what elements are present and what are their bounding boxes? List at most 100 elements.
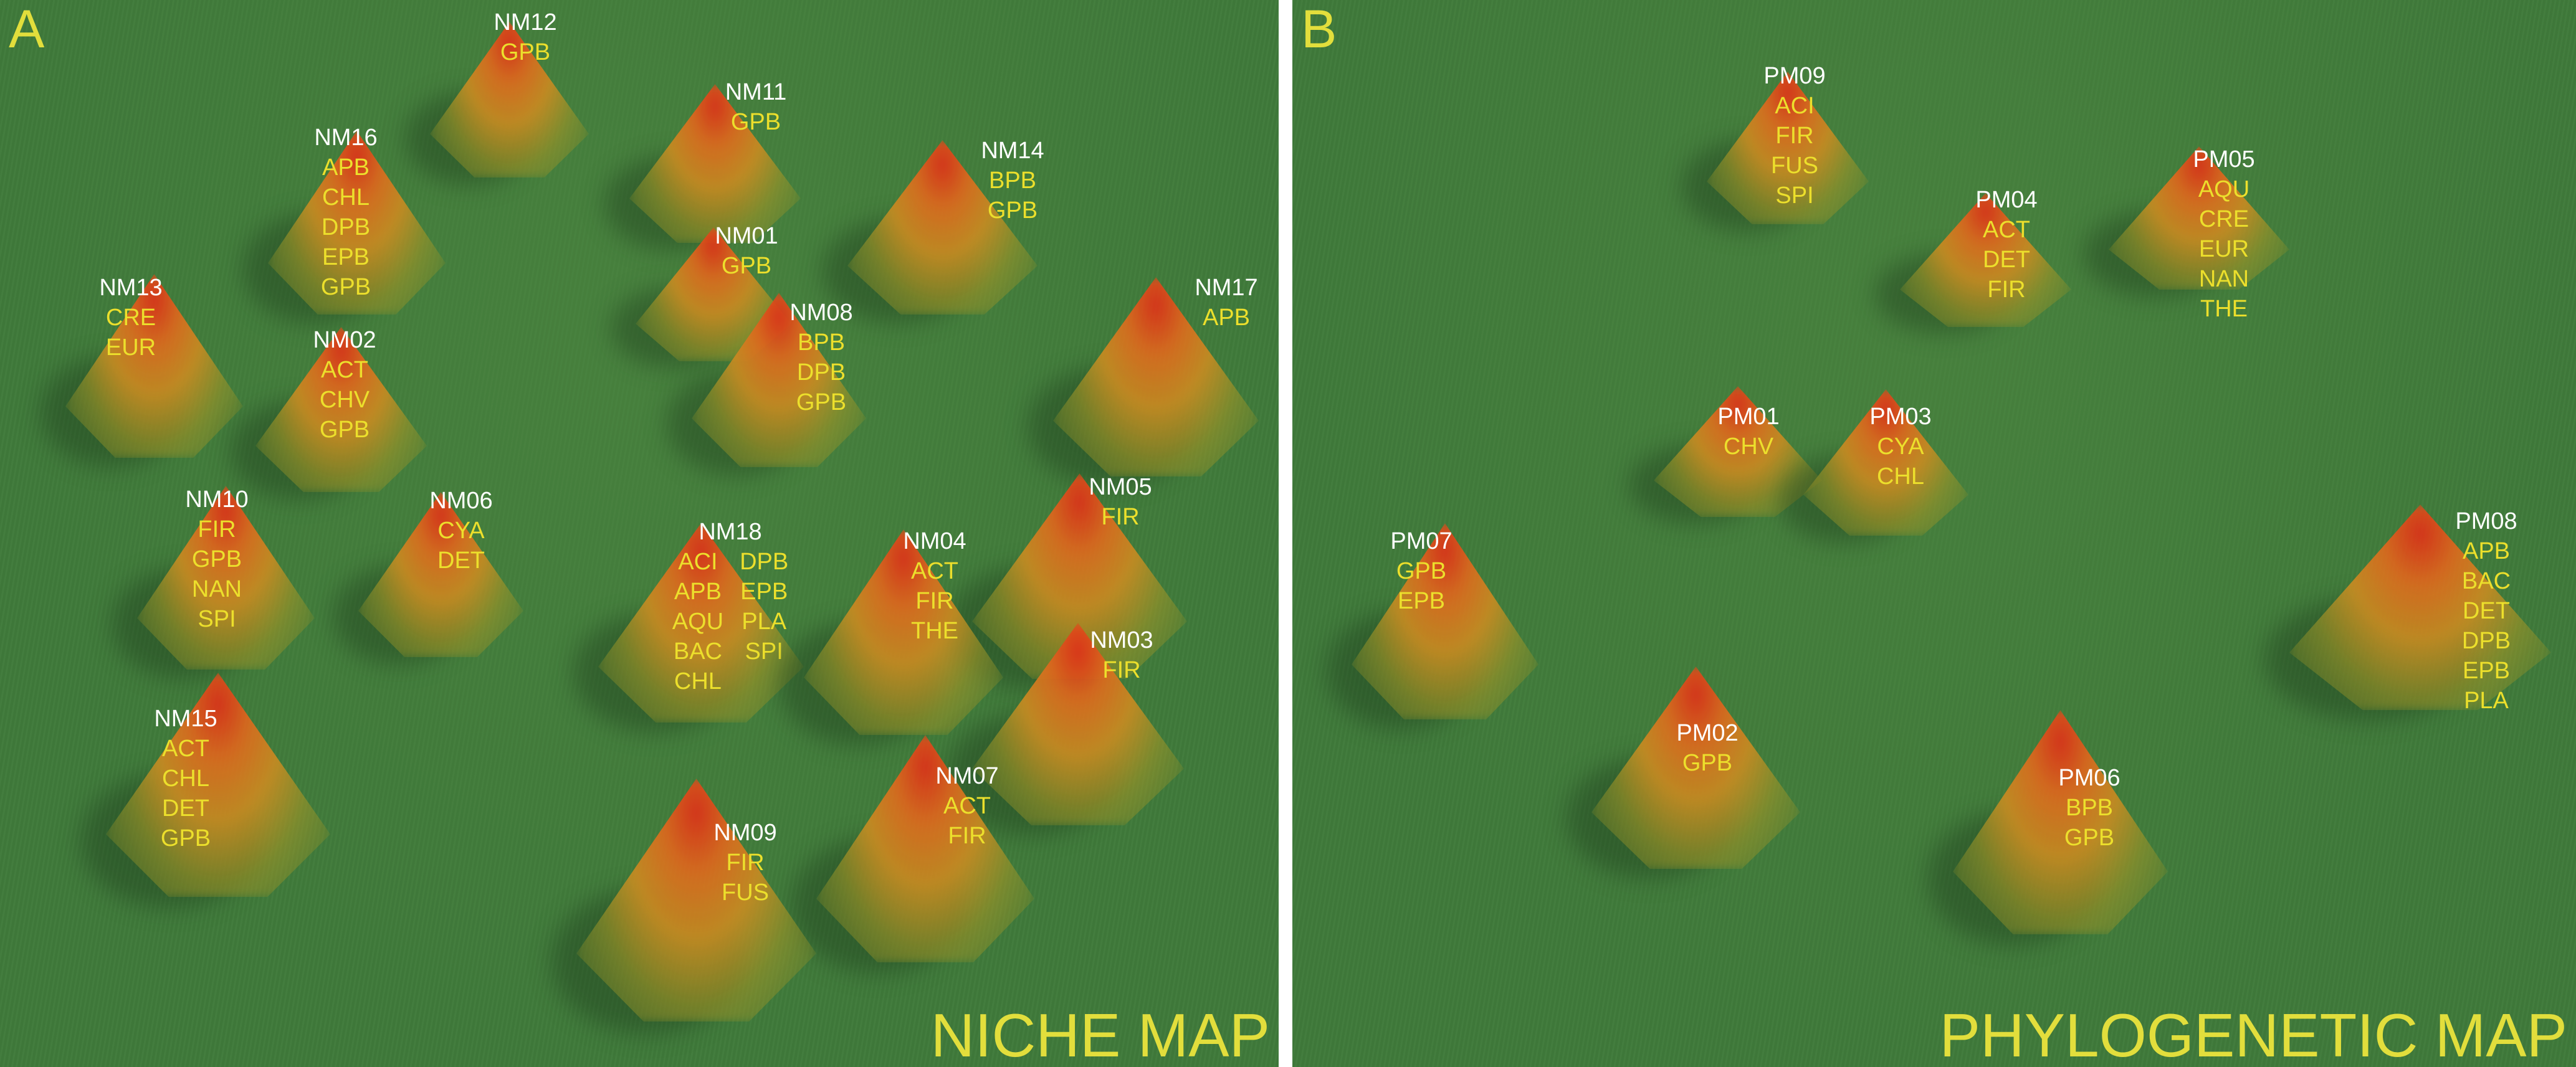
nm-nm13-code-1: EUR	[105, 334, 156, 361]
pm-pm03-code-1: CHL	[1876, 463, 1925, 490]
nm-nm18-label: NM18 ACI APB AQU BAC CHL DPB EPB PLA SPI	[672, 517, 789, 696]
nm-nm15-code-2: DET	[162, 795, 209, 822]
pm-pm08-name: PM08	[2455, 508, 2517, 534]
nm-nm18-code-a2: AQU	[672, 609, 724, 635]
nm-nm08-name: NM08	[789, 300, 853, 326]
nm-nm07-name: NM07	[935, 763, 999, 789]
pm-pm05-name: PM05	[2193, 146, 2255, 173]
pm-pm08-code-2: DET	[2463, 598, 2510, 624]
pm-pm09-code-1: FIR	[1775, 123, 1814, 149]
pm-pm04-code-1: DET	[1983, 247, 2030, 273]
pm-pm01-code-0: CHV	[1723, 434, 1774, 460]
nm-nm10-code-1: GPB	[191, 546, 242, 572]
nm-nm03-name: NM03	[1090, 627, 1153, 653]
nm-nm12-code-0: GPB	[500, 39, 551, 65]
nm-nm15-code-1: CHL	[161, 766, 210, 792]
nm-nm18-code-b3: SPI	[745, 638, 783, 665]
nm-nm01-label: NM01 GPB	[715, 221, 778, 281]
nm-nm16-code-2: DPB	[321, 214, 371, 240]
pm-pm07-code-1: EPB	[1397, 588, 1446, 614]
pm-pm02-label: PM02 GPB	[1676, 718, 1738, 778]
nm-nm05-name: NM05	[1089, 474, 1152, 500]
pm-pm05-code-1: CRE	[2198, 206, 2249, 232]
nm-nm10-code-0: FIR	[198, 516, 236, 543]
nm-nm03-label: NM03 FIR	[1090, 625, 1153, 685]
nm-nm02-label: NM02 ACT CHV GPB	[313, 325, 376, 445]
nm-nm05-label: NM05 FIR	[1089, 472, 1152, 532]
nm-nm08-code-2: GPB	[796, 389, 847, 415]
pm-pm04-label: PM04 ACT DET FIR	[1975, 185, 2037, 305]
nm-nm02-code-2: GPB	[319, 417, 370, 443]
nm-nm11-label: NM11 GPB	[725, 77, 787, 137]
nm-nm11-name: NM11	[725, 79, 787, 105]
nm-nm04-code-0: ACT	[911, 558, 958, 584]
nm-nm04-label: NM04 ACT FIR THE	[903, 526, 966, 646]
nm-nm10-code-2: NAN	[191, 576, 242, 602]
pm-pm06-label: PM06 BPB GPB	[2058, 763, 2120, 853]
nm-nm10-code-3: SPI	[198, 606, 236, 632]
nm-nm18-code-a0: ACI	[678, 549, 718, 575]
pm-pm07-label: PM07 GPB EPB	[1390, 526, 1452, 616]
pm-pm08-code-1: BAC	[2461, 568, 2511, 594]
nm-nm08-code-1: DPB	[796, 359, 846, 386]
pm-pm09-code-2: FUS	[1771, 153, 1818, 179]
pm-pm09-name: PM09	[1763, 63, 1826, 89]
nm-nm07-code-1: FIR	[948, 823, 986, 849]
nm-nm15-code-0: ACT	[162, 736, 209, 762]
nm-nm16-code-1: CHL	[322, 184, 370, 211]
pm-pm05-code-2: EUR	[2198, 236, 2249, 262]
nm-nm14-label: NM14 BPB GPB	[981, 136, 1044, 225]
nm-nm18-name: NM18	[699, 519, 762, 545]
nm-nm04-code-1: FIR	[915, 588, 954, 614]
nm-nm02-code-0: ACT	[321, 357, 368, 383]
nm-nm17-label: NM17 APB	[1195, 273, 1257, 333]
pm-pm08-code-5: PLA	[2464, 688, 2509, 714]
pm-pm01-name: PM01	[1717, 404, 1780, 430]
nm-nm16-code-4: GPB	[320, 274, 371, 300]
nm-nm18-code-b1: EPB	[740, 579, 788, 605]
pm-pm08-code-3: DPB	[2461, 628, 2511, 654]
pm-pm09-code-3: SPI	[1775, 183, 1814, 209]
nm-nm16-code-0: APB	[322, 154, 370, 181]
pm-pm09-label: PM09 ACI FIR FUS SPI	[1763, 61, 1825, 211]
nm-nm18-code-a4: CHL	[674, 668, 722, 695]
panel-letter-a: A	[9, 0, 45, 59]
pm-pm02-name: PM02	[1676, 720, 1739, 746]
pm-pm07-name: PM07	[1390, 528, 1453, 554]
panel-divider	[1279, 0, 1292, 1067]
pm-pm06-code-1: GPB	[2064, 825, 2115, 851]
nm-nm06-code-1: DET	[437, 548, 485, 574]
nm-nm18-code-column-2: DPB EPB PLA SPI	[740, 547, 788, 696]
nm-nm18-code-a3: BAC	[673, 638, 722, 665]
nm-nm06-code-0: CYA	[437, 518, 485, 544]
nm-nm16-name: NM16	[314, 125, 378, 151]
phylogenetic-map-panel: B PHYLOGENETIC MAP PM09 ACI FIR FUS SPI PM04 A…	[1292, 0, 2576, 1067]
pm-pm07-code-0: GPB	[1396, 558, 1447, 584]
pm-pm05-code-0: AQU	[2198, 176, 2250, 202]
nm-nm04-name: NM04	[903, 528, 966, 554]
pm-pm02-code-0: GPB	[1682, 750, 1733, 776]
pm-pm05-code-4: THE	[2200, 296, 2248, 322]
panel-letter-b: B	[1301, 0, 1337, 59]
pm-pm04-code-0: ACT	[1983, 217, 2030, 243]
nm-nm18-code-b0: DPB	[740, 549, 789, 575]
nm-nm13-label: NM13 CRE EUR	[99, 273, 162, 363]
pm-pm03-name: PM03	[1869, 404, 1932, 430]
pm-pm08-label: PM08 APB BAC DET DPB EPB PLA	[2455, 506, 2517, 716]
nm-nm16-code-3: EPB	[322, 244, 370, 270]
phylogenetic-map-title: PHYLOGENETIC MAP	[1939, 1001, 2567, 1067]
pm-pm06-code-0: BPB	[2065, 795, 2114, 821]
pm-pm08-code-0: APB	[2462, 538, 2511, 564]
nm-nm11-code-0: GPB	[730, 109, 781, 135]
nm-nm09-code-0: FIR	[726, 850, 765, 876]
nm-nm14-name: NM14	[981, 138, 1044, 164]
nm-nm12-name: NM12	[494, 9, 557, 36]
nm-nm18-code-columns: ACI APB AQU BAC CHL DPB EPB PLA SPI	[672, 547, 789, 696]
nm-nm15-code-3: GPB	[160, 825, 211, 851]
nm-nm01-name: NM01	[715, 223, 778, 249]
nm-nm08-code-0: BPB	[797, 330, 846, 356]
nm-nm09-label: NM09 FIR FUS	[713, 818, 776, 908]
nm-nm07-label: NM07 ACT FIR	[935, 761, 998, 851]
pm-pm04-name: PM04	[1975, 187, 2038, 213]
nm-nm18-code-a1: APB	[674, 579, 722, 605]
